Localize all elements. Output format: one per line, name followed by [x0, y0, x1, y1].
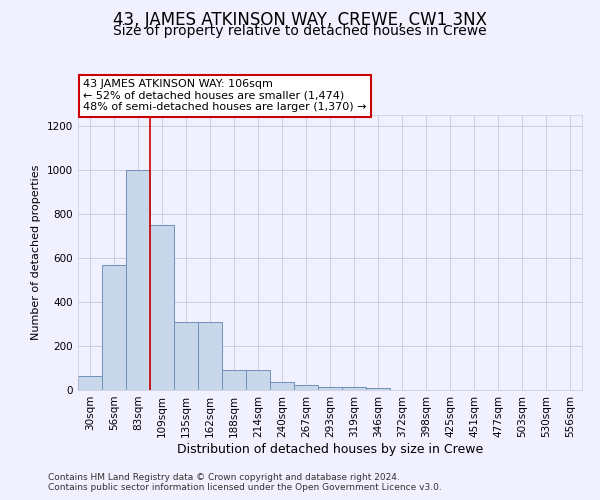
Bar: [126, 170, 150, 390]
X-axis label: Distribution of detached houses by size in Crewe: Distribution of detached houses by size …: [177, 442, 483, 456]
Bar: [78, 376, 102, 390]
Text: 43 JAMES ATKINSON WAY: 106sqm
← 52% of detached houses are smaller (1,474)
48% o: 43 JAMES ATKINSON WAY: 106sqm ← 52% of d…: [83, 79, 367, 112]
Bar: [198, 322, 222, 390]
Text: 43, JAMES ATKINSON WAY, CREWE, CW1 3NX: 43, JAMES ATKINSON WAY, CREWE, CW1 3NX: [113, 11, 487, 29]
Bar: [222, 370, 246, 390]
Text: Contains HM Land Registry data © Crown copyright and database right 2024.
Contai: Contains HM Land Registry data © Crown c…: [48, 473, 442, 492]
Text: Size of property relative to detached houses in Crewe: Size of property relative to detached ho…: [113, 24, 487, 38]
Bar: [150, 225, 174, 390]
Y-axis label: Number of detached properties: Number of detached properties: [31, 165, 41, 340]
Bar: [342, 388, 366, 390]
Bar: [270, 382, 294, 390]
Bar: [318, 386, 342, 390]
Bar: [102, 264, 126, 390]
Bar: [294, 384, 318, 390]
Bar: [246, 370, 270, 390]
Bar: [366, 388, 390, 390]
Bar: [174, 322, 198, 390]
